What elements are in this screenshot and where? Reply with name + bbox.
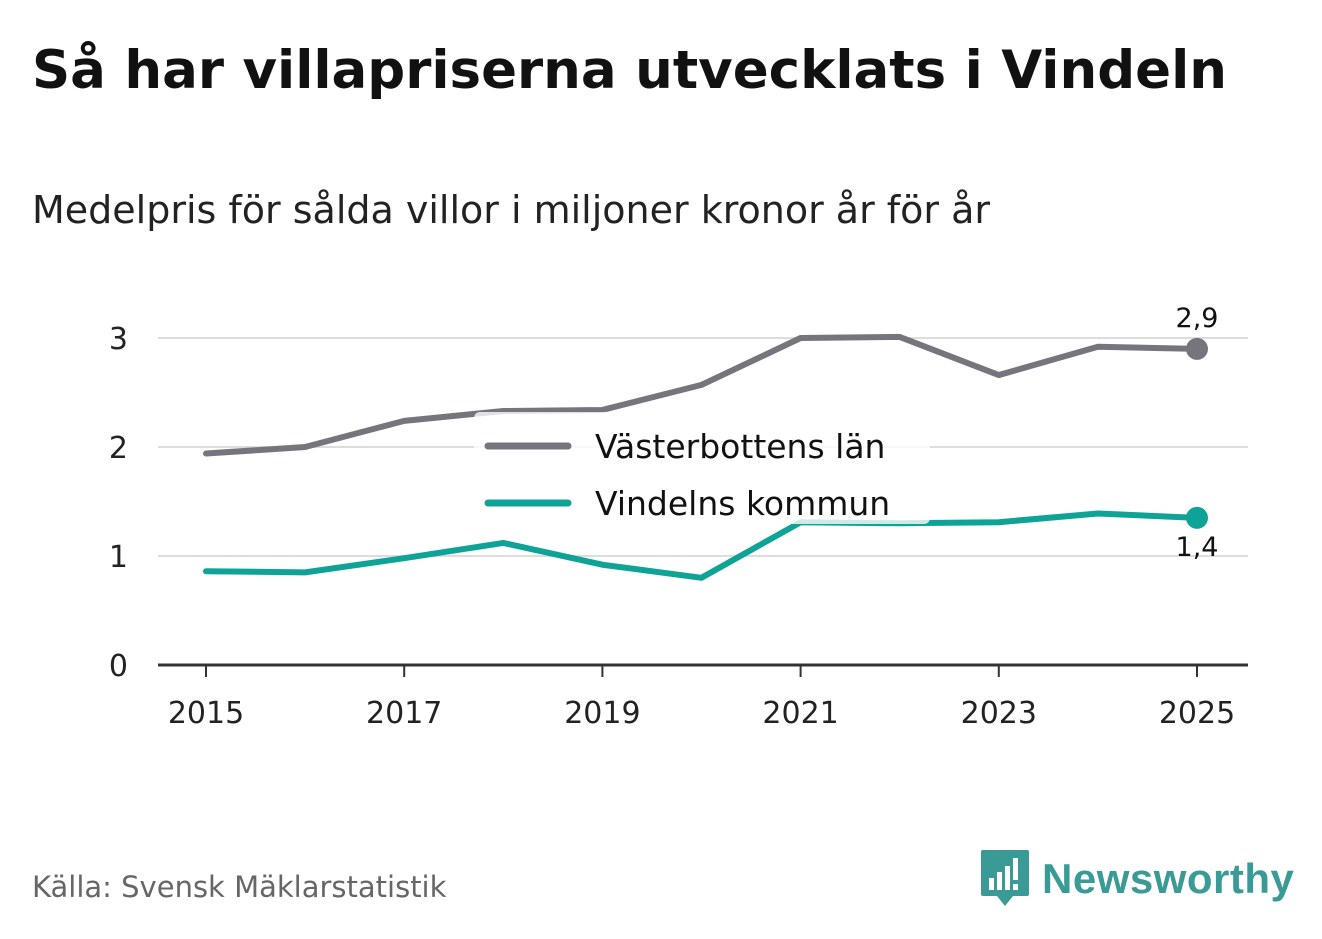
x-axis-ticks: 2015 2017 2019 2021 2023 2025: [168, 665, 1235, 731]
y-tick-label-0: 0: [109, 649, 128, 684]
data-labels: 2,9 1,4: [1176, 303, 1219, 563]
source-note: Källa: Svensk Mäklarstatistik: [32, 870, 447, 904]
y-tick-label-2: 2: [109, 431, 128, 466]
series-end-point-v-sterbottens-l-n: [1186, 337, 1208, 360]
y-axis-ticks: 0 1 2 3: [109, 322, 128, 684]
legend-label-vindelns-kommun: Vindelns kommun: [595, 484, 890, 523]
legend: Västerbottens län Vindelns kommun: [474, 412, 930, 524]
x-tick-label-2023: 2023: [961, 696, 1037, 731]
x-tick-label-2025: 2025: [1159, 696, 1235, 731]
x-tick-label-2017: 2017: [366, 696, 442, 731]
end-value-label-vindelns-kommun: 1,4: [1176, 532, 1219, 563]
brand-logo: Newsworthy: [980, 848, 1294, 910]
brand-name: Newsworthy: [1042, 855, 1295, 902]
line-chart: 0 1 2 3 2015 2017 2019 2021 2023 2025 Västerbott…: [109, 303, 1248, 731]
chart-subtitle: Medelpris för sålda villor i miljoner kr…: [32, 188, 991, 232]
bar-chart-speech-bubble-icon: [981, 850, 1029, 906]
x-tick-label-2015: 2015: [168, 696, 244, 731]
series-lines: [203, 333, 1208, 581]
y-tick-label-3: 3: [109, 322, 128, 357]
chart-title: Så har villapriserna utvecklats i Vindel…: [32, 40, 1227, 101]
legend-label-v-sterbottens-l-n: Västerbottens län: [595, 427, 885, 466]
series-end-point-vindelns-kommun: [1186, 506, 1208, 529]
legend-background: [474, 412, 930, 524]
y-tick-label-1: 1: [109, 540, 128, 575]
end-value-label-v-sterbottens-l-n: 2,9: [1176, 303, 1219, 334]
x-tick-label-2021: 2021: [762, 696, 838, 731]
series-line-vindelns-kommun: [203, 510, 1200, 581]
series-line-v-sterbottens-l-n: [203, 333, 1200, 457]
x-tick-label-2019: 2019: [564, 696, 640, 731]
